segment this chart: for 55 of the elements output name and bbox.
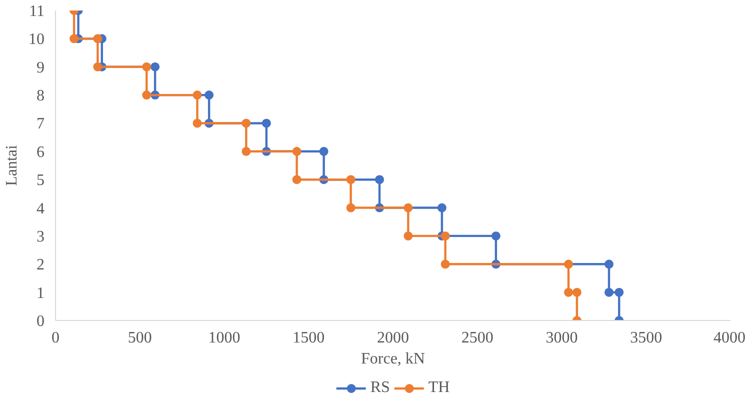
point <box>614 288 624 297</box>
point <box>242 118 251 128</box>
y-axis-title: Lantai <box>4 144 20 186</box>
point <box>491 231 500 240</box>
point <box>150 62 160 72</box>
y-tick-label: 11 <box>29 3 44 20</box>
point <box>437 203 446 212</box>
point <box>440 260 450 269</box>
point <box>319 146 328 156</box>
point <box>93 34 102 44</box>
x-tick-label: 2500 <box>461 330 494 346</box>
point <box>604 288 614 297</box>
y-tick-label: 10 <box>28 31 44 48</box>
x-tick-label: 2000 <box>377 330 409 346</box>
x-tick-label: 0 <box>52 330 60 346</box>
y-tick-label: 4 <box>36 200 44 218</box>
y-tick-label: 0 <box>36 313 44 330</box>
legend-label: TH <box>428 379 450 397</box>
point <box>375 175 384 184</box>
legend-label: RS <box>370 379 390 397</box>
point <box>204 90 214 100</box>
y-tick-label: 6 <box>36 144 44 161</box>
y-tick-label: 5 <box>36 172 44 190</box>
point <box>93 62 102 72</box>
x-tick-label: 1500 <box>292 330 325 346</box>
x-tick-label: 500 <box>128 330 152 346</box>
point <box>192 90 202 100</box>
point <box>604 260 614 269</box>
point <box>292 146 302 156</box>
x-tick-label: 3500 <box>630 330 662 346</box>
point <box>346 203 356 212</box>
point <box>346 175 356 184</box>
point <box>564 260 573 269</box>
point <box>404 231 413 240</box>
point <box>142 62 152 72</box>
y-tick-label: 7 <box>36 116 44 133</box>
x-tick-label: 1000 <box>208 330 240 346</box>
y-tick-label: 3 <box>36 228 44 246</box>
point <box>242 146 251 156</box>
point <box>70 34 79 44</box>
point <box>572 288 582 297</box>
point <box>564 288 573 297</box>
y-tick-label: 9 <box>36 59 44 76</box>
point <box>192 118 202 128</box>
y-tick-label: 8 <box>36 88 44 105</box>
x-tick-label: 3000 <box>546 330 578 346</box>
x-tick-label: 4000 <box>714 330 746 346</box>
point <box>440 231 450 240</box>
point <box>262 118 271 128</box>
y-tick-label: 1 <box>36 284 44 302</box>
x-axis-title: Force, kN <box>361 350 426 368</box>
point <box>142 90 152 100</box>
point <box>292 175 302 184</box>
y-tick-label: 2 <box>36 256 44 274</box>
point <box>404 203 413 212</box>
